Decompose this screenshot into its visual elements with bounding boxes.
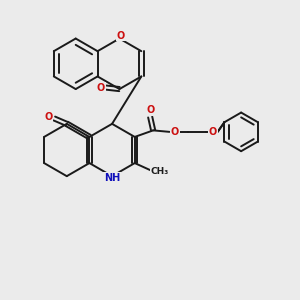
Text: CH₃: CH₃ (150, 167, 169, 176)
Text: O: O (171, 127, 179, 137)
Text: O: O (44, 112, 52, 122)
Text: O: O (209, 127, 217, 137)
Text: O: O (97, 82, 105, 93)
Text: O: O (117, 31, 125, 40)
Text: NH: NH (104, 172, 120, 183)
Text: O: O (146, 106, 154, 116)
